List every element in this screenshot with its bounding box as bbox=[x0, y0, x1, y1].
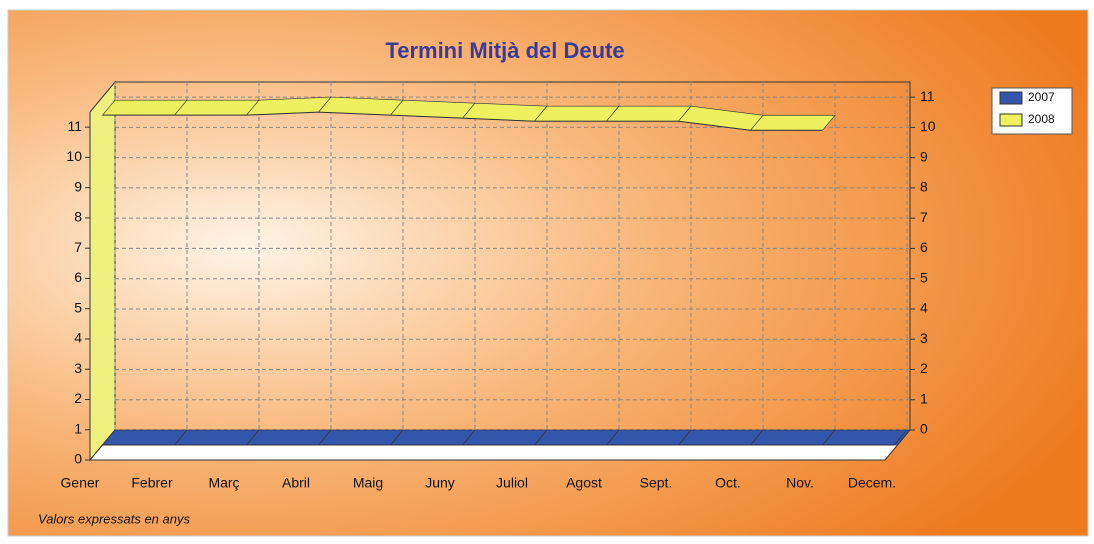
y2-tick-label: 11 bbox=[920, 88, 935, 104]
ribbon-segment bbox=[461, 429, 548, 446]
y2-tick-label: 2 bbox=[920, 360, 928, 376]
side-wall bbox=[89, 80, 116, 462]
ribbon-segment bbox=[317, 429, 404, 446]
ribbon-segment bbox=[389, 429, 476, 446]
y2-tick-label: 5 bbox=[920, 269, 928, 285]
ribbon-segment bbox=[245, 429, 332, 446]
ribbon-segment bbox=[101, 99, 188, 116]
x-tick-label: Març bbox=[208, 475, 239, 491]
y2-tick-label: 8 bbox=[920, 179, 928, 195]
x-tick-label: Juny bbox=[425, 475, 455, 491]
y-tick-label: 11 bbox=[67, 118, 82, 134]
y-tick-label: 8 bbox=[74, 209, 82, 225]
ribbon-segment bbox=[677, 429, 764, 446]
x-tick-label: Nov. bbox=[786, 475, 814, 491]
ribbon-segment bbox=[605, 105, 692, 122]
legend-swatch bbox=[999, 113, 1023, 127]
y2-tick-label: 1 bbox=[920, 390, 928, 406]
legend-label: 2007 bbox=[1028, 90, 1055, 104]
ribbon-segment bbox=[173, 429, 260, 446]
ribbon-segment bbox=[533, 105, 620, 122]
y-tick-label: 5 bbox=[74, 299, 82, 315]
y-tick-label: 1 bbox=[74, 420, 82, 436]
ribbon-segment bbox=[821, 429, 908, 446]
x-tick-label: Juliol bbox=[496, 475, 528, 491]
y-tick-label: 7 bbox=[74, 239, 82, 255]
ribbon-segment bbox=[605, 429, 692, 446]
y2-tick-label: 3 bbox=[920, 330, 928, 346]
ribbon-segment bbox=[893, 429, 911, 446]
x-tick-label: Decem. bbox=[848, 475, 896, 491]
y-tick-label: 9 bbox=[74, 178, 82, 194]
y-tick-label: 0 bbox=[74, 451, 82, 467]
y-tick-label: 4 bbox=[74, 330, 82, 346]
legend-swatch bbox=[999, 91, 1023, 105]
y-tick-label: 3 bbox=[74, 360, 82, 376]
y-tick-label: 2 bbox=[74, 390, 82, 406]
series-line bbox=[102, 111, 823, 131]
y-tick-label: 10 bbox=[66, 148, 82, 164]
x-tick-label: Maig bbox=[353, 475, 383, 491]
x-tick-label: Febrer bbox=[131, 475, 173, 491]
y-tick-label: 6 bbox=[74, 269, 82, 285]
y2-tick-label: 7 bbox=[920, 209, 928, 225]
y2-tick-label: 0 bbox=[920, 421, 928, 437]
legend-label: 2008 bbox=[1028, 112, 1055, 126]
footnote: Valors expressats en anys bbox=[38, 511, 190, 526]
y2-tick-label: 4 bbox=[920, 300, 928, 316]
y2-tick-label: 9 bbox=[920, 148, 928, 164]
x-tick-label: Abril bbox=[282, 475, 310, 491]
y2-tick-label: 10 bbox=[920, 118, 936, 134]
x-tick-label: Sept. bbox=[640, 475, 673, 491]
ribbon-segment bbox=[173, 99, 260, 116]
ribbon-segment bbox=[749, 114, 836, 131]
x-tick-label: Gener bbox=[61, 475, 100, 491]
x-tick-label: Agost bbox=[566, 475, 602, 491]
x-tick-label: Oct. bbox=[715, 475, 741, 491]
ribbon-segment bbox=[533, 429, 620, 446]
chart-title: Termini Mitjà del Deute bbox=[385, 38, 624, 63]
ribbon-segment bbox=[749, 429, 836, 446]
ribbon-segment bbox=[101, 429, 188, 446]
y2-tick-label: 6 bbox=[920, 239, 928, 255]
